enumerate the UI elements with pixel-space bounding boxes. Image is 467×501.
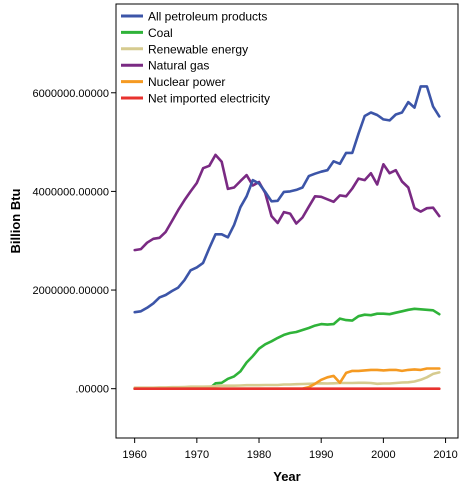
y-tick-label: 2000000.00000: [33, 285, 109, 297]
x-tick-label: 1960: [122, 449, 146, 461]
x-tick-label: 2010: [433, 449, 457, 461]
y-axis: .00000 2000000.00000 4000000.00000 6000000.…: [33, 88, 116, 396]
legend-label: All petroleum products: [148, 10, 267, 24]
series-line-natural-gas: [133, 153, 441, 252]
series-line-renewable-energy: [133, 371, 441, 390]
x-tick-label: 1970: [185, 449, 209, 461]
y-tick-label: .00000: [75, 384, 109, 396]
legend: All petroleum products Coal Renewable ener…: [121, 10, 270, 106]
legend-label: Coal: [148, 26, 173, 40]
x-axis-title: Year: [273, 469, 300, 484]
legend-label: Nuclear power: [148, 75, 225, 89]
y-tick-label: 6000000.00000: [33, 88, 109, 100]
x-tick-label: 1990: [309, 449, 333, 461]
series-lines: [133, 85, 441, 391]
y-axis-title: Billion Btu: [8, 188, 23, 253]
y-tick-label: 4000000.00000: [33, 186, 109, 198]
x-tick-label: 2000: [371, 449, 395, 461]
legend-label: Natural gas: [148, 59, 209, 73]
legend-label: Net imported electricity: [148, 92, 270, 106]
x-axis: 1960 1970 1980 1990 2000 2010: [122, 438, 458, 461]
legend-label: Renewable energy: [148, 42, 248, 56]
series-line-all-petroleum-products: [133, 85, 441, 314]
x-tick-label: 1980: [247, 449, 271, 461]
